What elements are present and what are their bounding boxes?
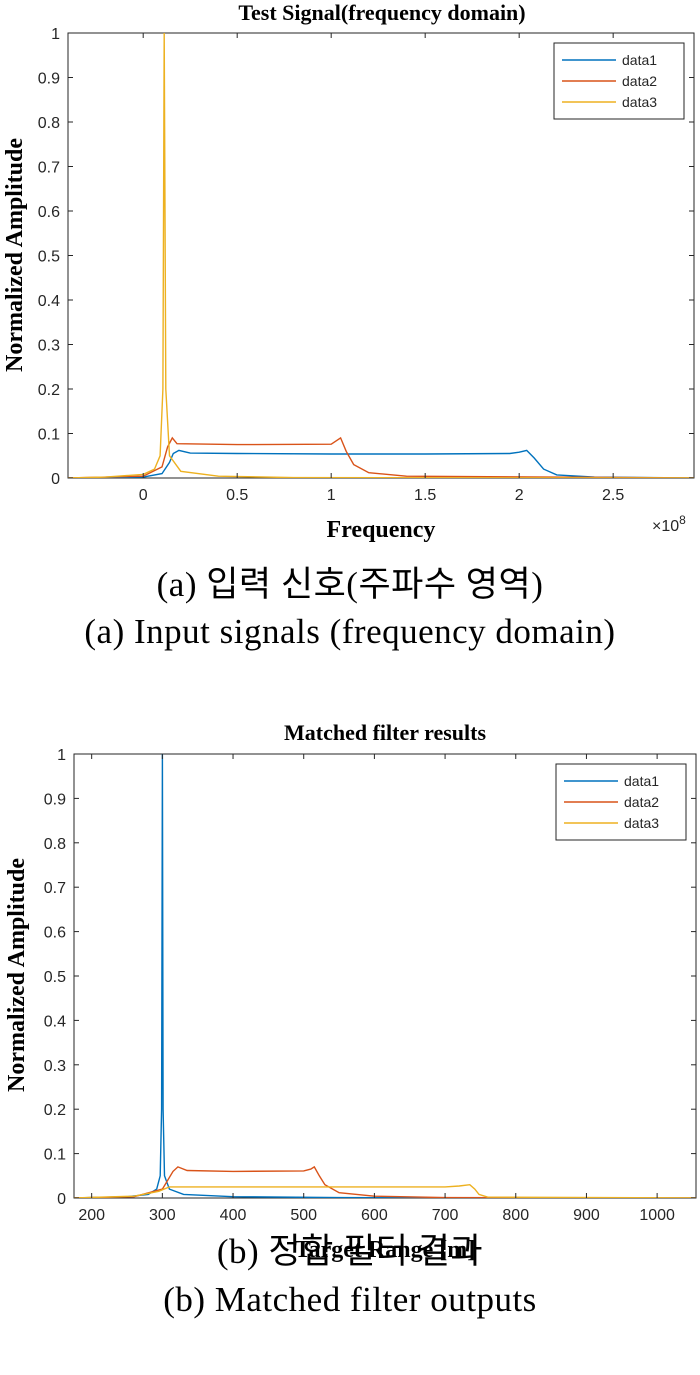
chart-title: Matched filter results [284,720,486,745]
series-line-data2 [74,1165,696,1198]
series-line-data3 [74,1183,696,1198]
y-tick-label: 0.7 [44,880,66,897]
legend-label-data3: data3 [622,94,657,110]
x-axis-label: Target Range [m] [295,1237,475,1263]
matched-filter-chart: Matched filter results 200 300 400 500 600 70… [4,720,697,1263]
y-tick-label: 0.6 [38,204,60,221]
y-tick-label: 0.7 [38,160,60,177]
y-tick-label: 0.4 [38,293,60,310]
y-tick-label: 0.8 [44,836,66,853]
y-tick-label: 1 [51,26,60,43]
series-line-data2 [68,436,694,478]
y-tick-label: 0.4 [44,1013,66,1030]
y-tick-label: 0.9 [44,791,66,808]
caption-a-english: (a) Input signals (frequency domain) [84,612,616,651]
legend-label-data3: data3 [624,815,659,831]
y-tick-label: 0.2 [44,1102,66,1119]
x-tick-label: 1000 [639,1207,675,1224]
x-tick-label: 200 [78,1207,105,1224]
legend-box [553,42,685,120]
y-tick-label: 0.1 [38,427,60,444]
x-tick-label: 2 [515,487,524,504]
x-tick-label: 500 [290,1207,317,1224]
legend-label-data1: data1 [622,52,657,68]
x-tick-label: 0.5 [226,487,248,504]
y-tick-label: 0.2 [38,382,60,399]
x-tick-label: 300 [149,1207,176,1224]
x-exponent-label: ×108 [652,513,686,535]
chart-title: Test Signal(frequency domain) [238,0,525,25]
y-tick-label: 0.5 [38,249,60,266]
x-tick-label: 2.5 [602,487,624,504]
legend-label-data1: data1 [624,773,659,789]
x-axis-label: Frequency [327,517,436,543]
y-tick-label: 0.9 [38,71,60,88]
x-tick-label: 900 [573,1207,600,1224]
legend-label-data2: data2 [622,73,657,89]
y-axis-label: Normalized Amplitude [4,858,30,1092]
y-tick-label: 0.6 [44,925,66,942]
y-tick-label: 0 [51,471,60,488]
y-tick-label: 0.3 [44,1058,66,1075]
caption-a-korean: (a) 입력 신호(주파수 영역) [156,565,544,604]
x-tick-label: 700 [432,1207,459,1224]
x-tick-label: 1.5 [414,487,436,504]
series-line-data1 [68,449,694,478]
caption-b-english: (b) Matched filter outputs [163,1280,537,1319]
x-tick-label: 400 [220,1207,247,1224]
frequency-domain-chart: Test Signal(frequency domain) 0 0.5 1 1.5 2 2… [2,0,695,543]
y-tick-label: 0.8 [38,115,60,132]
y-tick-label: 0.3 [38,338,60,355]
legend-label-data2: data2 [624,794,659,810]
y-axis-label: Normalized Amplitude [2,138,28,372]
x-tick-label: 0 [139,487,148,504]
x-tick-label: 800 [502,1207,529,1224]
caption-b-korean: (b) 정합 필터 결과 [216,1232,484,1271]
legend: data1 data2 data3 [553,42,685,120]
y-tick-label: 0.1 [44,1147,66,1164]
x-tick-label: 1 [327,487,336,504]
y-tick-label: 1 [57,747,66,764]
y-tick-label: 0.5 [44,969,66,986]
x-tick-label: 600 [361,1207,388,1224]
y-tick-label: 0 [57,1191,66,1208]
legend: data1 data2 data3 [555,763,687,841]
